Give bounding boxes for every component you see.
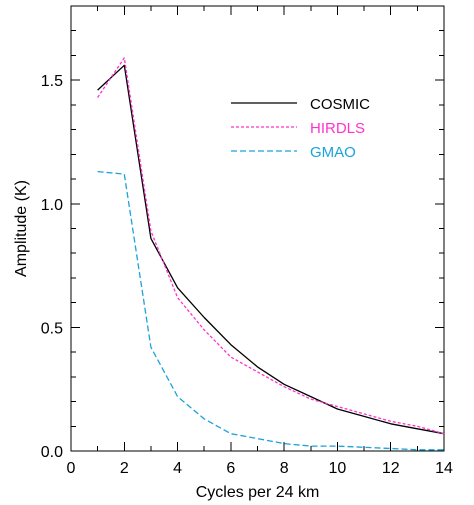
y-tick-label: 0.5 [41, 320, 63, 337]
legend: COSMIC HIRDLS GMAO [231, 96, 370, 161]
x-tick-label: 4 [173, 460, 182, 477]
x-tick-label: 10 [329, 460, 347, 477]
x-tick-label: 2 [120, 460, 129, 477]
series-line-gmao [97, 170, 444, 451]
series-line-hirdls [97, 57, 445, 435]
y-tick-label: 1.0 [41, 197, 63, 214]
axes-group: 0 2 4 6 8 10 12 14 0.0 0.5 1.0 1.5 [41, 5, 453, 477]
x-tick-label: 0 [67, 460, 76, 477]
x-axis-title: Cycles per 24 km [196, 484, 320, 501]
y-tick-label: 1.5 [41, 73, 63, 90]
x-tick-label: 14 [435, 460, 453, 477]
x-tick-label: 8 [280, 460, 289, 477]
x-tick-label: 12 [382, 460, 400, 477]
legend-label-hirdls: HIRDLS [310, 120, 365, 137]
series-group [97, 57, 445, 451]
y-tick-label: 0.0 [41, 444, 63, 461]
legend-label-gmao: GMAO [310, 144, 356, 161]
legend-label-cosmic: COSMIC [310, 96, 370, 113]
series-line-cosmic [97, 64, 445, 435]
y-axis-title: Amplitude (K) [13, 180, 30, 277]
x-tick-label: 6 [226, 460, 235, 477]
